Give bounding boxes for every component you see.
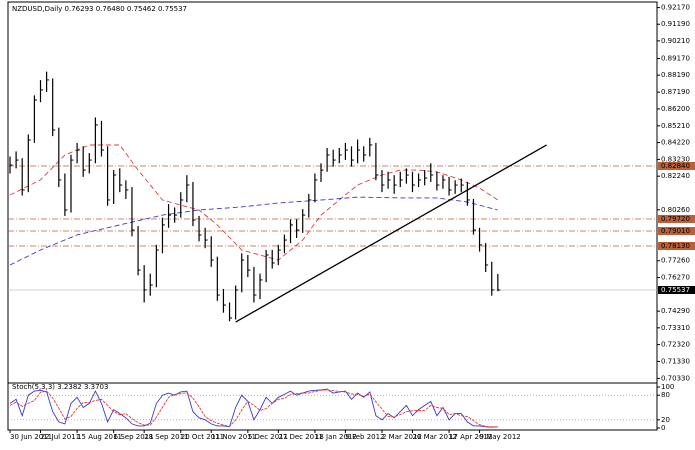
x-tick-label: 26 Mar 2012 bbox=[412, 433, 456, 441]
x-tick-label: 28 Sep 2011 bbox=[144, 433, 188, 441]
level-label: 0.82840 bbox=[661, 162, 690, 170]
x-tick-label: 17 Apr 2012 bbox=[449, 433, 492, 441]
level-label: 0.79720 bbox=[661, 215, 690, 223]
y-tick-label: 0.77260 bbox=[661, 257, 690, 265]
y-tick-label: 0.70330 bbox=[661, 374, 690, 382]
moving-average bbox=[9, 144, 499, 261]
y-tick-label: 0.83230 bbox=[661, 155, 690, 163]
y-tick-label: 0.74290 bbox=[661, 307, 690, 315]
y-tick-label: 0.76270 bbox=[661, 274, 690, 282]
x-tick-label: 9 Feb 2012 bbox=[345, 433, 384, 441]
trendline bbox=[235, 144, 547, 323]
x-tick-label: 27 Dec 2011 bbox=[278, 433, 323, 441]
stoch-y-tick-label: 0 bbox=[661, 424, 665, 432]
x-tick-label: 22 Jul 2011 bbox=[41, 433, 81, 441]
x-tick-label: 6 Sep 2011 bbox=[114, 433, 154, 441]
level-label: 0.78130 bbox=[661, 242, 690, 250]
stochastic-title: Stoch(5,3,3) 3.2382 3.3703 bbox=[12, 383, 108, 391]
chart-title: NZDUSD,Daily 0.76293 0.76480 0.75462 0.7… bbox=[12, 5, 187, 13]
y-tick-label: 0.91190 bbox=[661, 20, 690, 28]
x-tick-label: 9 May 2012 bbox=[480, 433, 521, 441]
level-label-bg bbox=[658, 214, 695, 223]
x-tick-label: 18 Jan 2012 bbox=[315, 433, 357, 441]
y-tick-label: 0.92170 bbox=[661, 4, 690, 12]
current-price-label: 0.75537 bbox=[661, 286, 690, 294]
stoch-y-tick-label: 100 bbox=[661, 383, 674, 391]
stoch-y-tick-label: 20 bbox=[661, 416, 670, 424]
y-tick-label: 0.84220 bbox=[661, 139, 690, 147]
level-label: 0.79010 bbox=[661, 227, 690, 235]
y-tick-label: 0.88190 bbox=[661, 71, 690, 79]
x-tick-label: 30 Jun 2011 bbox=[10, 433, 52, 441]
x-tick-label: 5 Dec 2011 bbox=[248, 433, 288, 441]
y-tick-label: 0.89170 bbox=[661, 55, 690, 63]
y-tick-label: 0.86200 bbox=[661, 105, 690, 113]
stoch-line bbox=[9, 389, 498, 428]
y-tick-label: 0.80260 bbox=[661, 206, 690, 214]
x-tick-label: 15 Aug 2011 bbox=[77, 433, 122, 441]
x-tick-label: 11 Nov 2011 bbox=[211, 433, 256, 441]
moving-average bbox=[9, 196, 498, 266]
chart-frame bbox=[7, 1, 658, 431]
level-label-bg bbox=[658, 241, 695, 250]
level-label-bg bbox=[658, 227, 695, 236]
x-tick-label: 2 Mar 2012 bbox=[382, 433, 422, 441]
stoch-line bbox=[9, 388, 498, 428]
level-label-bg bbox=[658, 162, 695, 171]
current-price-bg bbox=[658, 285, 695, 294]
x-tick-label: 20 Oct 2011 bbox=[181, 433, 224, 441]
y-tick-label: 0.85210 bbox=[661, 122, 690, 130]
y-tick-label: 0.87190 bbox=[661, 88, 690, 96]
y-tick-label: 0.71330 bbox=[661, 357, 690, 365]
y-tick-label: 0.72320 bbox=[661, 341, 690, 349]
y-tick-label: 0.73310 bbox=[661, 324, 690, 332]
y-tick-label: 0.82240 bbox=[661, 172, 690, 180]
y-tick-label: 0.90210 bbox=[661, 37, 690, 45]
stoch-y-tick-label: 80 bbox=[661, 391, 670, 399]
